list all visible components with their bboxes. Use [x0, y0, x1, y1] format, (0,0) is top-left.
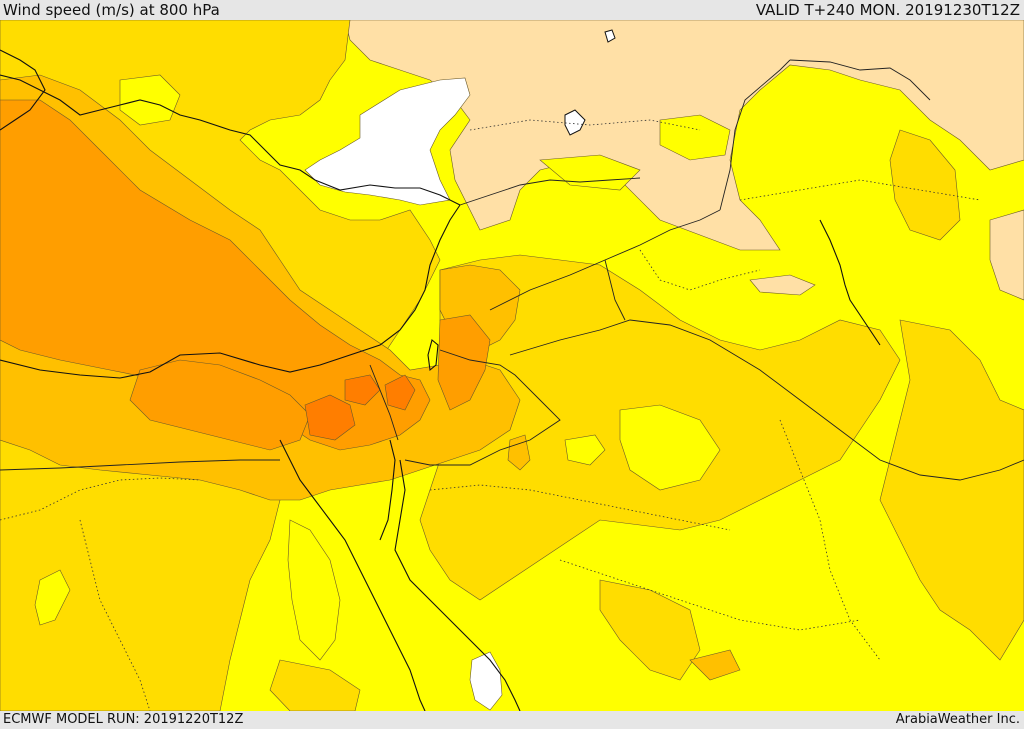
border-iraq-iran: [719, 59, 791, 211]
coastline-mediterranean-south: [0, 204, 461, 379]
admin-line-saudi-a: [429, 484, 731, 531]
border-egypt-sudan: [0, 459, 280, 471]
admin-line-turkey: [469, 119, 701, 131]
region-strongest-c: [384, 374, 416, 411]
region-calm-south: [469, 651, 503, 711]
region-moderate-pocket-a: [619, 404, 721, 491]
region-strongest-a: [304, 394, 356, 441]
admin-line-saudi-c: [779, 419, 881, 661]
border-jordan: [404, 349, 561, 466]
coastline-persian-gulf: [819, 219, 881, 346]
coastline-dead-sea: [427, 339, 439, 372]
region-fresh-east: [879, 319, 1024, 661]
region-light-spot-a: [749, 274, 816, 296]
region-fresh-south-a: [599, 579, 701, 681]
coastline-red-sea-east: [394, 459, 521, 711]
region-moderate-pocket-d: [119, 74, 181, 126]
coastline-gulf-aqaba: [379, 439, 396, 541]
region-calm-north: [304, 77, 471, 206]
coastline-aegean: [0, 49, 46, 131]
region-moderate-pocket-e: [564, 434, 606, 466]
region-fresh-south-b: [269, 659, 361, 711]
region-strong-spot-a: [507, 434, 531, 471]
admin-line-sudan: [79, 519, 151, 711]
admin-line-saudi-b: [559, 559, 861, 631]
admin-line-iran: [739, 179, 981, 201]
border-turkey-syria: [459, 177, 641, 206]
map-canvas: [0, 20, 1024, 711]
admin-line-iraq: [639, 249, 761, 291]
region-fresh-northeast: [889, 129, 961, 241]
credit: ArabiaWeather Inc.: [895, 712, 1020, 727]
region-moderate-pocket-c: [34, 569, 71, 626]
border-syria-iraq: [489, 209, 721, 311]
coastline-red-sea-west: [279, 439, 426, 711]
lake-sevan: [604, 29, 616, 43]
border-iran-turkey: [789, 59, 931, 101]
region-moderate-pocket-b: [287, 519, 341, 661]
coastline-turkey-south: [0, 74, 461, 206]
wind-speed-map: [0, 20, 1024, 711]
valid-time: VALID T+240 MON. 20191230T12Z: [755, 1, 1020, 19]
header-bar: Wind speed (m/s) at 800 hPa VALID T+240 …: [0, 0, 1024, 20]
lake-caspian: [564, 109, 586, 136]
border-israel-egypt: [369, 364, 399, 441]
model-run: ECMWF MODEL RUN: 20191220T12Z: [3, 712, 244, 727]
footer-bar: ECMWF MODEL RUN: 20191220T12Z ArabiaWeat…: [0, 711, 1024, 729]
region-strong-spot-b: [689, 649, 741, 681]
map-title: Wind speed (m/s) at 800 hPa: [3, 1, 220, 19]
region-strongest-b: [344, 374, 381, 406]
region-light-east: [989, 209, 1024, 301]
region-moderate-inland-a: [659, 114, 731, 161]
border-saudi-north: [509, 319, 1024, 481]
region-stronger-sinai: [129, 359, 311, 451]
region-stronger-east: [437, 314, 491, 411]
border-iraq-saudi: [604, 259, 626, 321]
